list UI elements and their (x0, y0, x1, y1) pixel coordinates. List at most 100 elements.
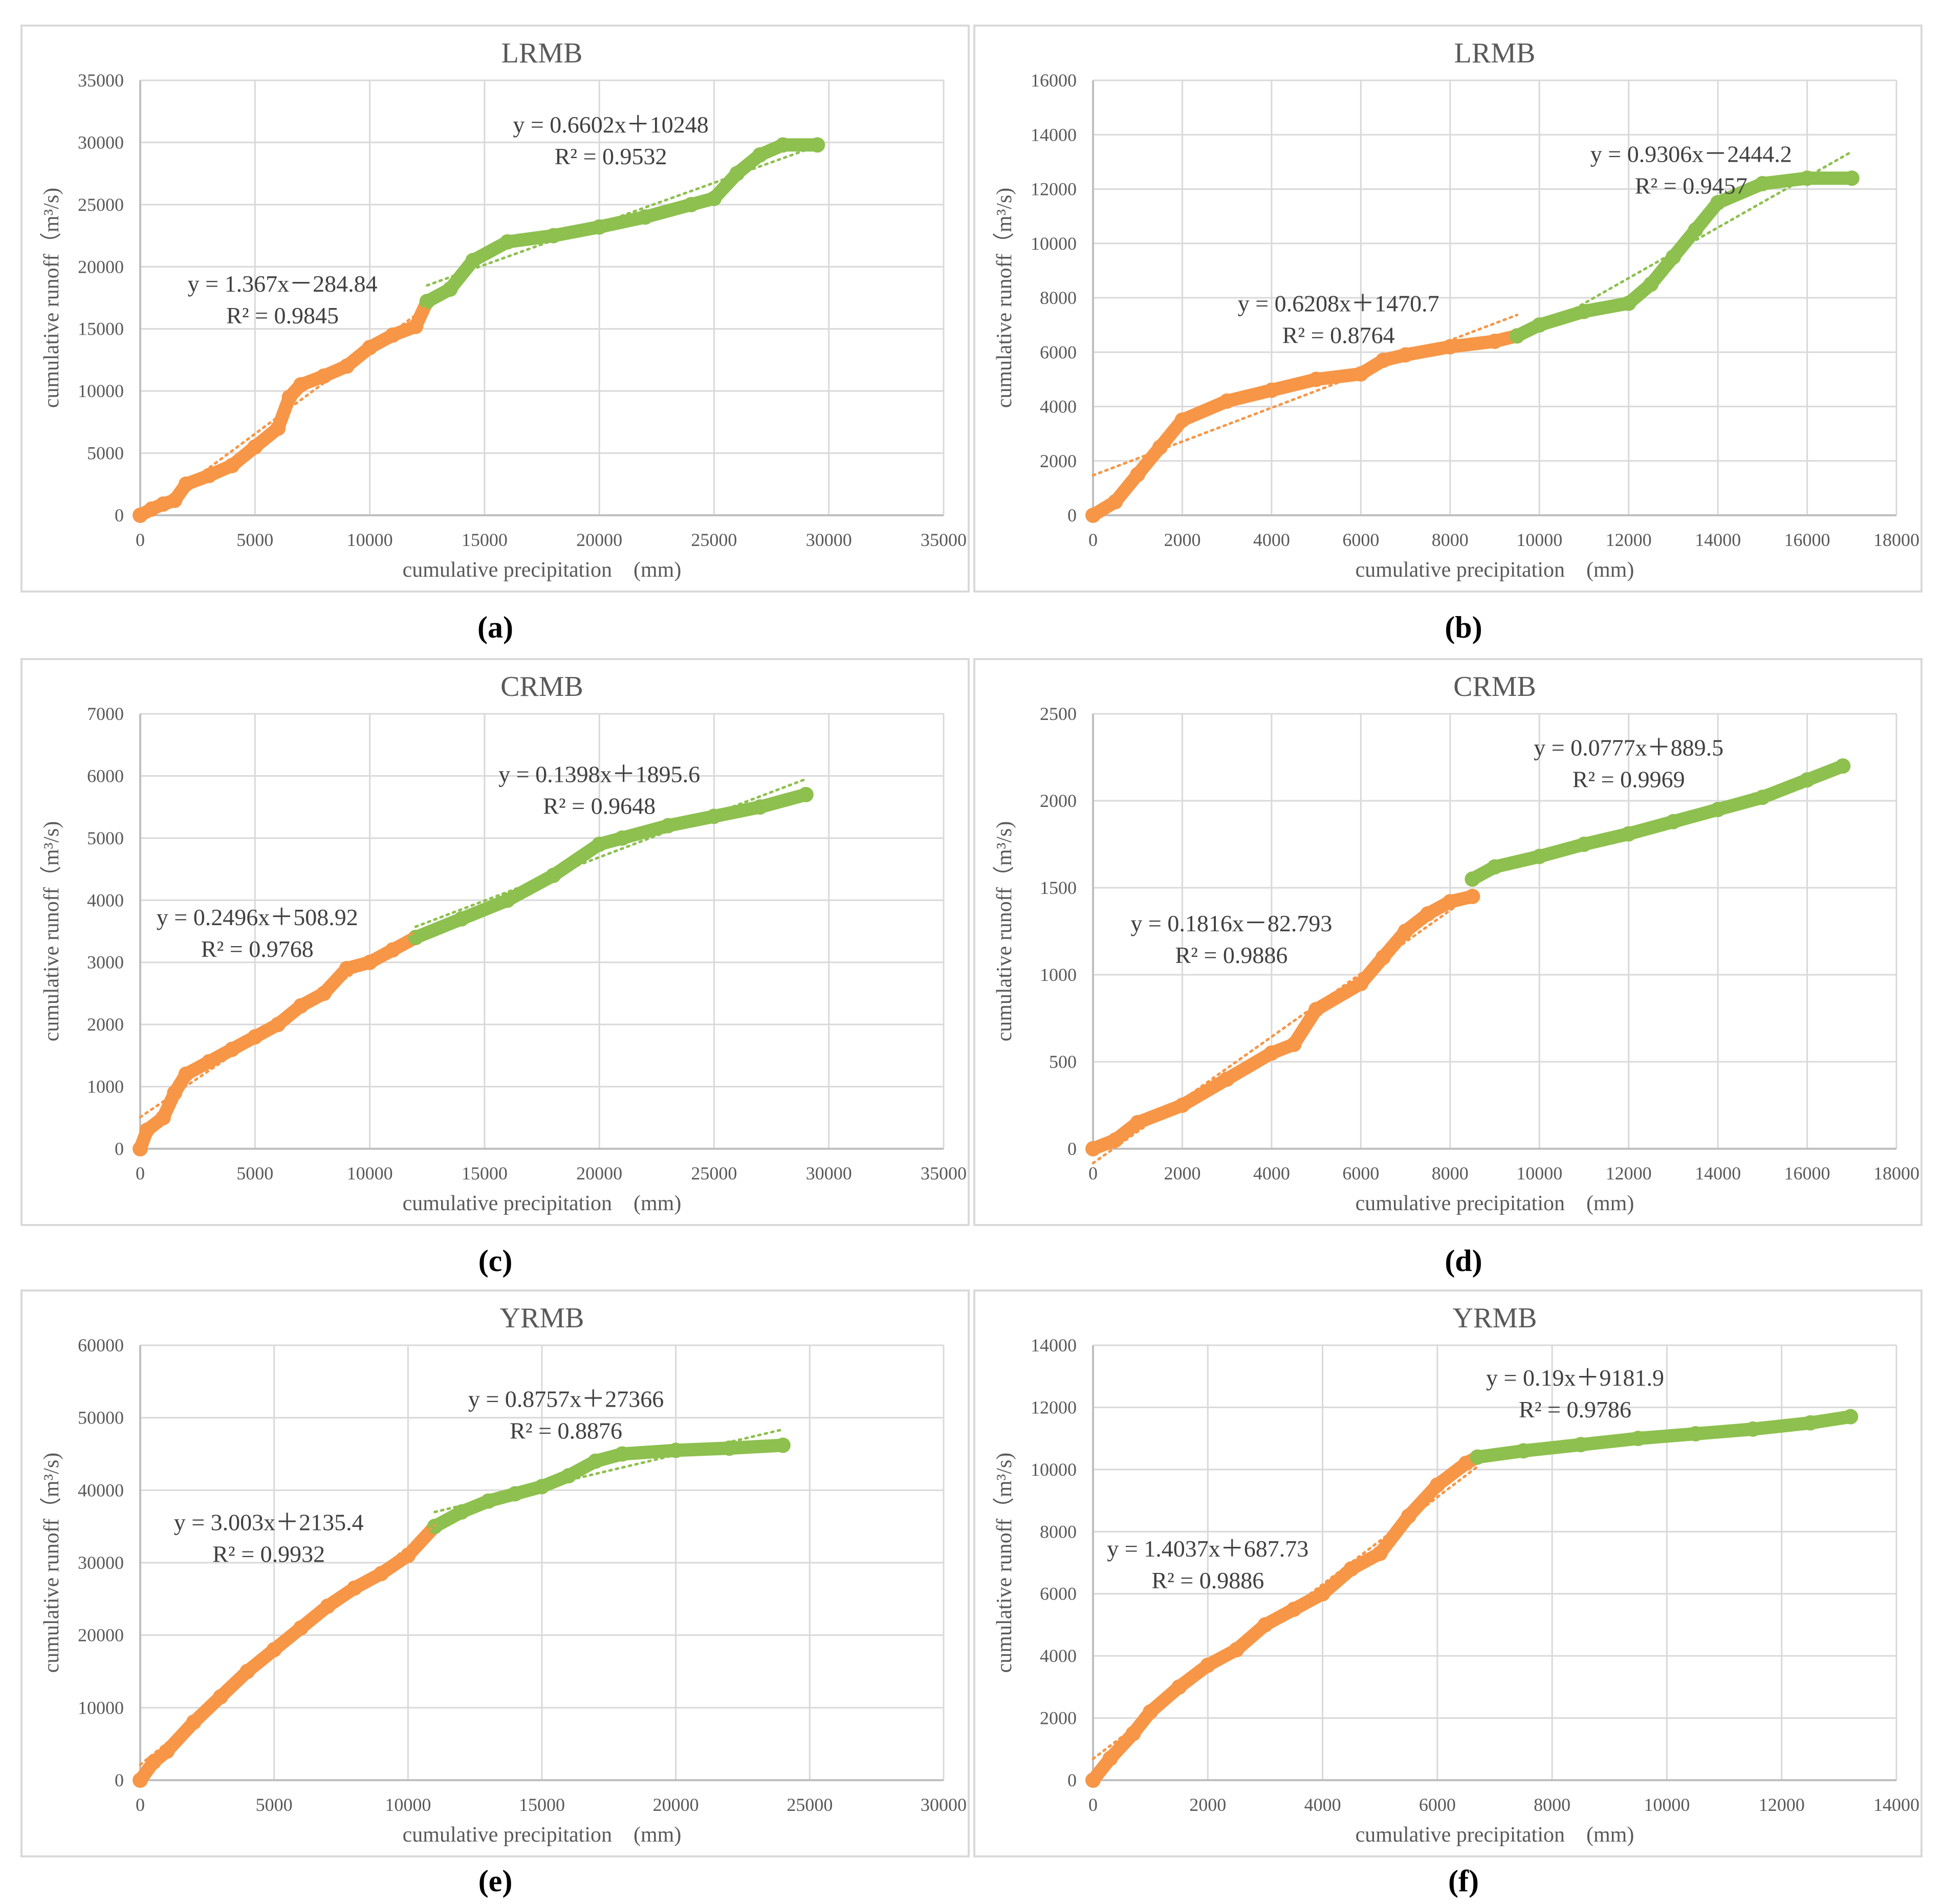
x-tick-label: 15000 (462, 1163, 508, 1184)
y-tick-label: 4000 (87, 890, 124, 910)
data-point (139, 1122, 155, 1138)
x-tick-label: 5000 (256, 1794, 293, 1815)
data-point (133, 508, 148, 523)
chart-title: LRMB (501, 37, 583, 69)
data-point (339, 960, 355, 976)
trend-r-squared: R² = 0.9886 (1151, 1567, 1264, 1593)
trend-equation: y = 0.8757x＋27366 (468, 1386, 664, 1412)
data-point (316, 368, 332, 384)
data-point (408, 930, 424, 946)
data-point (1263, 1045, 1279, 1061)
data-point (1755, 176, 1771, 191)
y-tick-label: 10000 (1031, 1459, 1077, 1480)
trendline (414, 778, 807, 928)
data-point (1174, 1098, 1190, 1113)
data-point (362, 954, 378, 970)
chart-panel-a: 0 5000 10000 15000 20000 25000 30000 35000 0 5000… (20, 25, 970, 593)
y-tick-label: 30000 (78, 1552, 124, 1573)
data-point (1375, 353, 1391, 368)
y-tick-label: 1000 (1040, 965, 1077, 985)
y-tick-label: 0 (1067, 505, 1077, 526)
y-tick-label: 12000 (1031, 1397, 1077, 1417)
data-point (1802, 1415, 1818, 1431)
y-tick-label: 16000 (1031, 70, 1077, 91)
y-tick-label: 2500 (1040, 704, 1077, 724)
y-tick-label: 5000 (87, 443, 124, 464)
trendline (1091, 1465, 1479, 1760)
data-point (1315, 1586, 1330, 1602)
x-tick-label: 18000 (1873, 530, 1919, 550)
data-point (1688, 222, 1704, 238)
y-axis-label: cumulative runoff（m³/s) (40, 188, 63, 408)
data-point (339, 358, 355, 374)
data-point (706, 190, 722, 206)
data-point (775, 137, 791, 153)
trend-r-squared: R² = 0.9648 (543, 793, 656, 819)
data-point (1458, 1455, 1474, 1471)
data-point (1755, 790, 1771, 805)
data-point (587, 1453, 603, 1469)
data-point (1665, 249, 1681, 265)
x-tick-label: 18000 (1873, 1163, 1919, 1184)
trendline (1471, 765, 1844, 881)
data-point (1372, 1545, 1388, 1561)
series-line (1086, 329, 1524, 522)
x-tick-label: 8000 (1432, 1163, 1469, 1184)
x-tick-label: 30000 (806, 1163, 852, 1184)
data-point (1398, 347, 1413, 363)
data-point (615, 830, 630, 846)
data-point (722, 1440, 737, 1456)
data-point (385, 942, 401, 958)
trendline (1091, 314, 1519, 477)
data-point (1107, 494, 1123, 510)
x-tick-label: 20000 (576, 530, 622, 550)
data-point (1143, 1704, 1159, 1720)
trend-r-squared: R² = 0.9886 (1175, 942, 1287, 968)
data-point (1263, 382, 1279, 398)
panel-caption: (a) (477, 610, 513, 644)
y-tick-label: 5000 (87, 828, 124, 848)
data-point (1442, 894, 1458, 910)
chart-panel-f: 0 2000 4000 6000 8000 10000 12000 14000 0 2000 400… (973, 1289, 1923, 1857)
trend-r-squared: R² = 0.9532 (555, 143, 667, 169)
x-tick-label: 5000 (236, 1163, 273, 1184)
data-point (224, 457, 240, 473)
data-point (1085, 508, 1101, 523)
x-axis-label: cumulative precipitation (mm) (403, 558, 682, 582)
data-point (346, 1580, 362, 1596)
data-point (281, 389, 297, 405)
y-tick-label: 10000 (1031, 233, 1077, 254)
y-axis-label: cumulative runoff（m³/s) (993, 188, 1016, 408)
data-point (454, 1504, 469, 1520)
chart-svg: 0 500 1000 1500 2000 2500 0 2000 4000 6000 8000 100… (993, 671, 1919, 1215)
data-point (1257, 1617, 1273, 1633)
data-point (178, 476, 194, 492)
data-point (224, 1041, 240, 1057)
data-point (1799, 772, 1815, 788)
x-tick-label: 0 (136, 530, 145, 550)
data-point (1125, 1725, 1141, 1741)
y-tick-label: 40000 (78, 1480, 124, 1500)
y-tick-label: 4000 (1040, 1646, 1077, 1666)
y-tick-label: 0 (1067, 1139, 1077, 1159)
data-point (385, 327, 401, 343)
chart-panel-b: 0 2000 4000 6000 8000 10000 12000 14000 16000 0 20… (973, 25, 1923, 593)
data-point (201, 468, 217, 484)
data-point (1442, 339, 1458, 355)
x-tick-label: 16000 (1784, 1163, 1830, 1184)
y-axis-label: cumulative runoff（m³/s) (40, 1453, 63, 1673)
data-point (1745, 1421, 1761, 1437)
series-line (409, 787, 813, 945)
data-point (1130, 467, 1146, 483)
trend-equation: y = 0.1398x＋1895.6 (498, 761, 700, 787)
data-point (683, 196, 699, 212)
x-tick-label: 6000 (1342, 530, 1379, 550)
trend-equation: y = 0.19x＋9181.9 (1486, 1365, 1664, 1391)
y-tick-label: 60000 (78, 1335, 124, 1355)
y-tick-label: 0 (1067, 1770, 1077, 1790)
y-axis-label: cumulative runoff（m³/s) (993, 1453, 1016, 1673)
data-point (239, 1664, 255, 1679)
y-tick-label: 6000 (1040, 1584, 1077, 1604)
x-tick-label: 4000 (1253, 1163, 1290, 1184)
x-tick-label: 8000 (1432, 530, 1469, 550)
